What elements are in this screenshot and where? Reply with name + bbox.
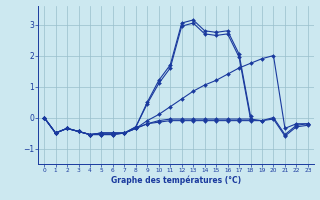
X-axis label: Graphe des températures (°C): Graphe des températures (°C)	[111, 176, 241, 185]
